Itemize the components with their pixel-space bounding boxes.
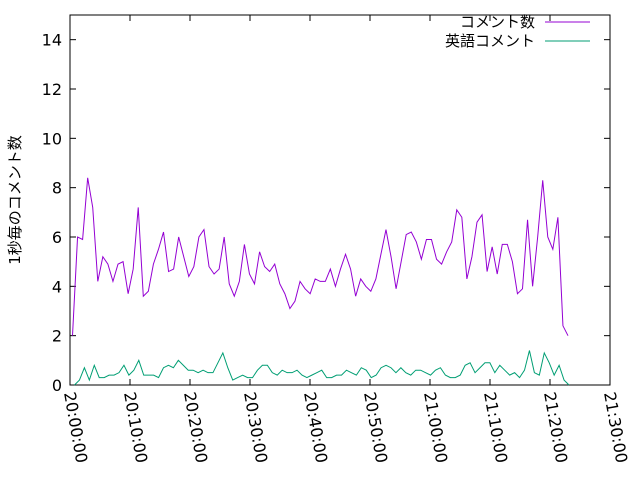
y-axis: 0 2 4 6 8 10 12 14 [42, 31, 610, 395]
x-tick-label: 20:10:00 [120, 390, 151, 464]
y-tick-label: 0 [52, 376, 62, 395]
x-tick-label: 21:30:00 [600, 390, 631, 464]
series-layer [73, 178, 570, 385]
series-line-2 [75, 350, 570, 385]
y-tick-label: 14 [42, 31, 62, 50]
x-tick-label: 21:20:00 [540, 390, 571, 464]
legend-label: 英語コメント [445, 32, 535, 50]
plot-frame [70, 15, 610, 385]
x-tick-label: 20:50:00 [360, 390, 391, 464]
x-tick-label: 20:20:00 [180, 390, 211, 464]
x-tick-label: 21:10:00 [480, 390, 511, 464]
y-tick-label: 4 [52, 277, 62, 296]
legend-label: コメント数 [460, 13, 535, 31]
x-tick-label: 20:40:00 [300, 390, 331, 464]
y-tick-label: 6 [52, 228, 62, 247]
y-tick-label: 2 [52, 327, 62, 346]
x-axis: 20:00:00 20:10:00 20:20:00 20:30:00 20:40:00… [60, 15, 631, 464]
y-tick-label: 8 [52, 179, 62, 198]
x-tick-label: 21:00:00 [420, 390, 451, 464]
series-line-1 [73, 178, 569, 336]
y-tick-label: 12 [42, 80, 62, 99]
y-tick-label: 10 [42, 129, 62, 148]
x-tick-label: 20:30:00 [240, 390, 271, 464]
y-axis-label: 1秒毎のコメント数 [6, 135, 24, 265]
x-tick-label: 20:00:00 [60, 390, 91, 464]
